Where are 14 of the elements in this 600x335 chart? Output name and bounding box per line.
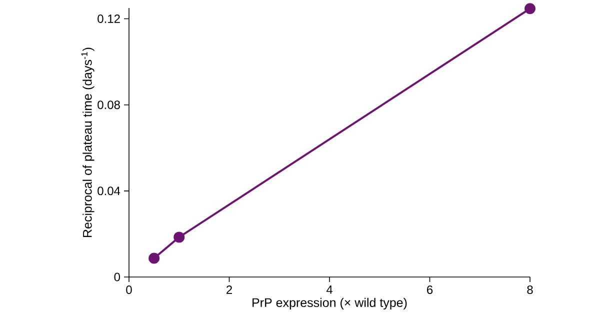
x-tick-label: 0 — [126, 286, 132, 294]
y-tick-label: 0 — [114, 272, 120, 282]
x-axis-title: PrP expression (× wild type) — [252, 298, 407, 310]
x-tick-label: 4 — [326, 286, 332, 294]
x-tick-label: 8 — [527, 286, 533, 294]
x-tick-label: 2 — [226, 286, 232, 294]
y-tick-label: 0.08 — [98, 100, 120, 110]
x-tick-label: 6 — [427, 286, 433, 294]
point — [174, 232, 185, 243]
y-tick-label: 0.04 — [98, 186, 120, 196]
y-axis-title: Reciprocal of plateau time (days$^{-1}$) — [81, 48, 94, 237]
point — [524, 3, 536, 14]
y-tick-label: 0.12 — [98, 14, 120, 24]
point — [148, 252, 160, 264]
